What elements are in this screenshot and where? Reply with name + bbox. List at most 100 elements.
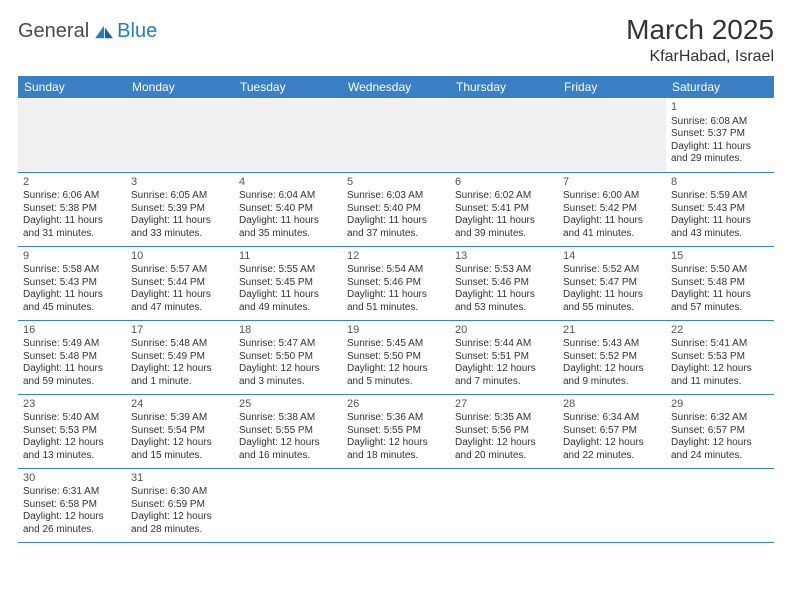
day-number: 2 <box>23 176 121 190</box>
calendar-cell <box>126 98 234 172</box>
day-number: 3 <box>131 176 229 190</box>
logo-text-general: General <box>18 20 89 43</box>
day-number: 24 <box>131 398 229 412</box>
sunset-text: Sunset: 5:53 PM <box>671 351 769 364</box>
sunset-text: Sunset: 5:55 PM <box>347 425 445 438</box>
daylight-text: Daylight: 12 hours and 13 minutes. <box>23 437 121 462</box>
calendar-cell: 29Sunrise: 6:32 AMSunset: 6:57 PMDayligh… <box>666 394 774 468</box>
day-number: 29 <box>671 398 769 412</box>
sunrise-text: Sunrise: 6:06 AM <box>23 190 121 203</box>
calendar-cell: 26Sunrise: 5:36 AMSunset: 5:55 PMDayligh… <box>342 394 450 468</box>
calendar-cell: 21Sunrise: 5:43 AMSunset: 5:52 PMDayligh… <box>558 320 666 394</box>
sunset-text: Sunset: 5:51 PM <box>455 351 553 364</box>
calendar-cell: 18Sunrise: 5:47 AMSunset: 5:50 PMDayligh… <box>234 320 342 394</box>
weekday-header: Wednesday <box>342 76 450 98</box>
sunrise-text: Sunrise: 5:43 AM <box>563 338 661 351</box>
sunrise-text: Sunrise: 6:32 AM <box>671 412 769 425</box>
sunrise-text: Sunrise: 6:05 AM <box>131 190 229 203</box>
calendar-cell: 31Sunrise: 6:30 AMSunset: 6:59 PMDayligh… <box>126 468 234 542</box>
day-number: 6 <box>455 176 553 190</box>
calendar-cell: 2Sunrise: 6:06 AMSunset: 5:38 PMDaylight… <box>18 172 126 246</box>
day-number: 19 <box>347 324 445 338</box>
sunrise-text: Sunrise: 5:40 AM <box>23 412 121 425</box>
day-number: 4 <box>239 176 337 190</box>
day-number: 27 <box>455 398 553 412</box>
sunset-text: Sunset: 5:44 PM <box>131 277 229 290</box>
calendar-cell <box>666 468 774 542</box>
sunset-text: Sunset: 5:48 PM <box>671 277 769 290</box>
daylight-text: Daylight: 12 hours and 28 minutes. <box>131 511 229 536</box>
daylight-text: Daylight: 11 hours and 47 minutes. <box>131 289 229 314</box>
daylight-text: Daylight: 11 hours and 59 minutes. <box>23 363 121 388</box>
sunset-text: Sunset: 5:47 PM <box>563 277 661 290</box>
day-number: 31 <box>131 472 229 486</box>
calendar-body: 1Sunrise: 6:08 AMSunset: 5:37 PMDaylight… <box>18 98 774 542</box>
calendar-cell: 11Sunrise: 5:55 AMSunset: 5:45 PMDayligh… <box>234 246 342 320</box>
month-title: March 2025 <box>626 14 774 46</box>
sunset-text: Sunset: 6:57 PM <box>671 425 769 438</box>
sunset-text: Sunset: 5:46 PM <box>347 277 445 290</box>
daylight-text: Daylight: 11 hours and 29 minutes. <box>671 141 769 166</box>
calendar-cell: 17Sunrise: 5:48 AMSunset: 5:49 PMDayligh… <box>126 320 234 394</box>
day-number: 20 <box>455 324 553 338</box>
sunrise-text: Sunrise: 5:47 AM <box>239 338 337 351</box>
day-number: 7 <box>563 176 661 190</box>
day-number: 13 <box>455 250 553 264</box>
sunrise-text: Sunrise: 5:53 AM <box>455 264 553 277</box>
sunrise-text: Sunrise: 5:36 AM <box>347 412 445 425</box>
logo: General Blue <box>18 14 157 43</box>
sunrise-text: Sunrise: 6:03 AM <box>347 190 445 203</box>
sunset-text: Sunset: 5:43 PM <box>23 277 121 290</box>
calendar-cell <box>558 98 666 172</box>
sunrise-text: Sunrise: 6:02 AM <box>455 190 553 203</box>
daylight-text: Daylight: 11 hours and 57 minutes. <box>671 289 769 314</box>
calendar-cell <box>450 468 558 542</box>
calendar-cell <box>450 98 558 172</box>
day-number: 10 <box>131 250 229 264</box>
weekday-header: Friday <box>558 76 666 98</box>
calendar-cell: 10Sunrise: 5:57 AMSunset: 5:44 PMDayligh… <box>126 246 234 320</box>
daylight-text: Daylight: 12 hours and 7 minutes. <box>455 363 553 388</box>
daylight-text: Daylight: 12 hours and 9 minutes. <box>563 363 661 388</box>
calendar-cell: 8Sunrise: 5:59 AMSunset: 5:43 PMDaylight… <box>666 172 774 246</box>
daylight-text: Daylight: 11 hours and 45 minutes. <box>23 289 121 314</box>
sunset-text: Sunset: 5:40 PM <box>347 203 445 216</box>
sunrise-text: Sunrise: 5:50 AM <box>671 264 769 277</box>
daylight-text: Daylight: 12 hours and 5 minutes. <box>347 363 445 388</box>
day-number: 9 <box>23 250 121 264</box>
sunset-text: Sunset: 5:52 PM <box>563 351 661 364</box>
sunrise-text: Sunrise: 6:34 AM <box>563 412 661 425</box>
daylight-text: Daylight: 11 hours and 35 minutes. <box>239 215 337 240</box>
calendar-cell <box>234 98 342 172</box>
calendar-cell: 25Sunrise: 5:38 AMSunset: 5:55 PMDayligh… <box>234 394 342 468</box>
day-number: 1 <box>671 101 769 115</box>
day-number: 23 <box>23 398 121 412</box>
day-number: 8 <box>671 176 769 190</box>
calendar-cell: 19Sunrise: 5:45 AMSunset: 5:50 PMDayligh… <box>342 320 450 394</box>
sunset-text: Sunset: 5:40 PM <box>239 203 337 216</box>
day-number: 15 <box>671 250 769 264</box>
day-number: 25 <box>239 398 337 412</box>
daylight-text: Daylight: 11 hours and 41 minutes. <box>563 215 661 240</box>
calendar-row: 9Sunrise: 5:58 AMSunset: 5:43 PMDaylight… <box>18 246 774 320</box>
sunrise-text: Sunrise: 5:41 AM <box>671 338 769 351</box>
daylight-text: Daylight: 12 hours and 15 minutes. <box>131 437 229 462</box>
daylight-text: Daylight: 11 hours and 33 minutes. <box>131 215 229 240</box>
calendar-cell: 15Sunrise: 5:50 AMSunset: 5:48 PMDayligh… <box>666 246 774 320</box>
calendar-cell: 24Sunrise: 5:39 AMSunset: 5:54 PMDayligh… <box>126 394 234 468</box>
day-number: 16 <box>23 324 121 338</box>
calendar-cell <box>342 468 450 542</box>
day-number: 28 <box>563 398 661 412</box>
weekday-header-row: SundayMondayTuesdayWednesdayThursdayFrid… <box>18 76 774 98</box>
sunrise-text: Sunrise: 5:44 AM <box>455 338 553 351</box>
sunset-text: Sunset: 5:50 PM <box>347 351 445 364</box>
day-number: 26 <box>347 398 445 412</box>
logo-text-blue: Blue <box>117 20 157 43</box>
day-number: 18 <box>239 324 337 338</box>
calendar-cell: 9Sunrise: 5:58 AMSunset: 5:43 PMDaylight… <box>18 246 126 320</box>
sunset-text: Sunset: 6:59 PM <box>131 499 229 512</box>
sunset-text: Sunset: 5:54 PM <box>131 425 229 438</box>
calendar-cell <box>234 468 342 542</box>
sunset-text: Sunset: 5:50 PM <box>239 351 337 364</box>
sunset-text: Sunset: 5:42 PM <box>563 203 661 216</box>
